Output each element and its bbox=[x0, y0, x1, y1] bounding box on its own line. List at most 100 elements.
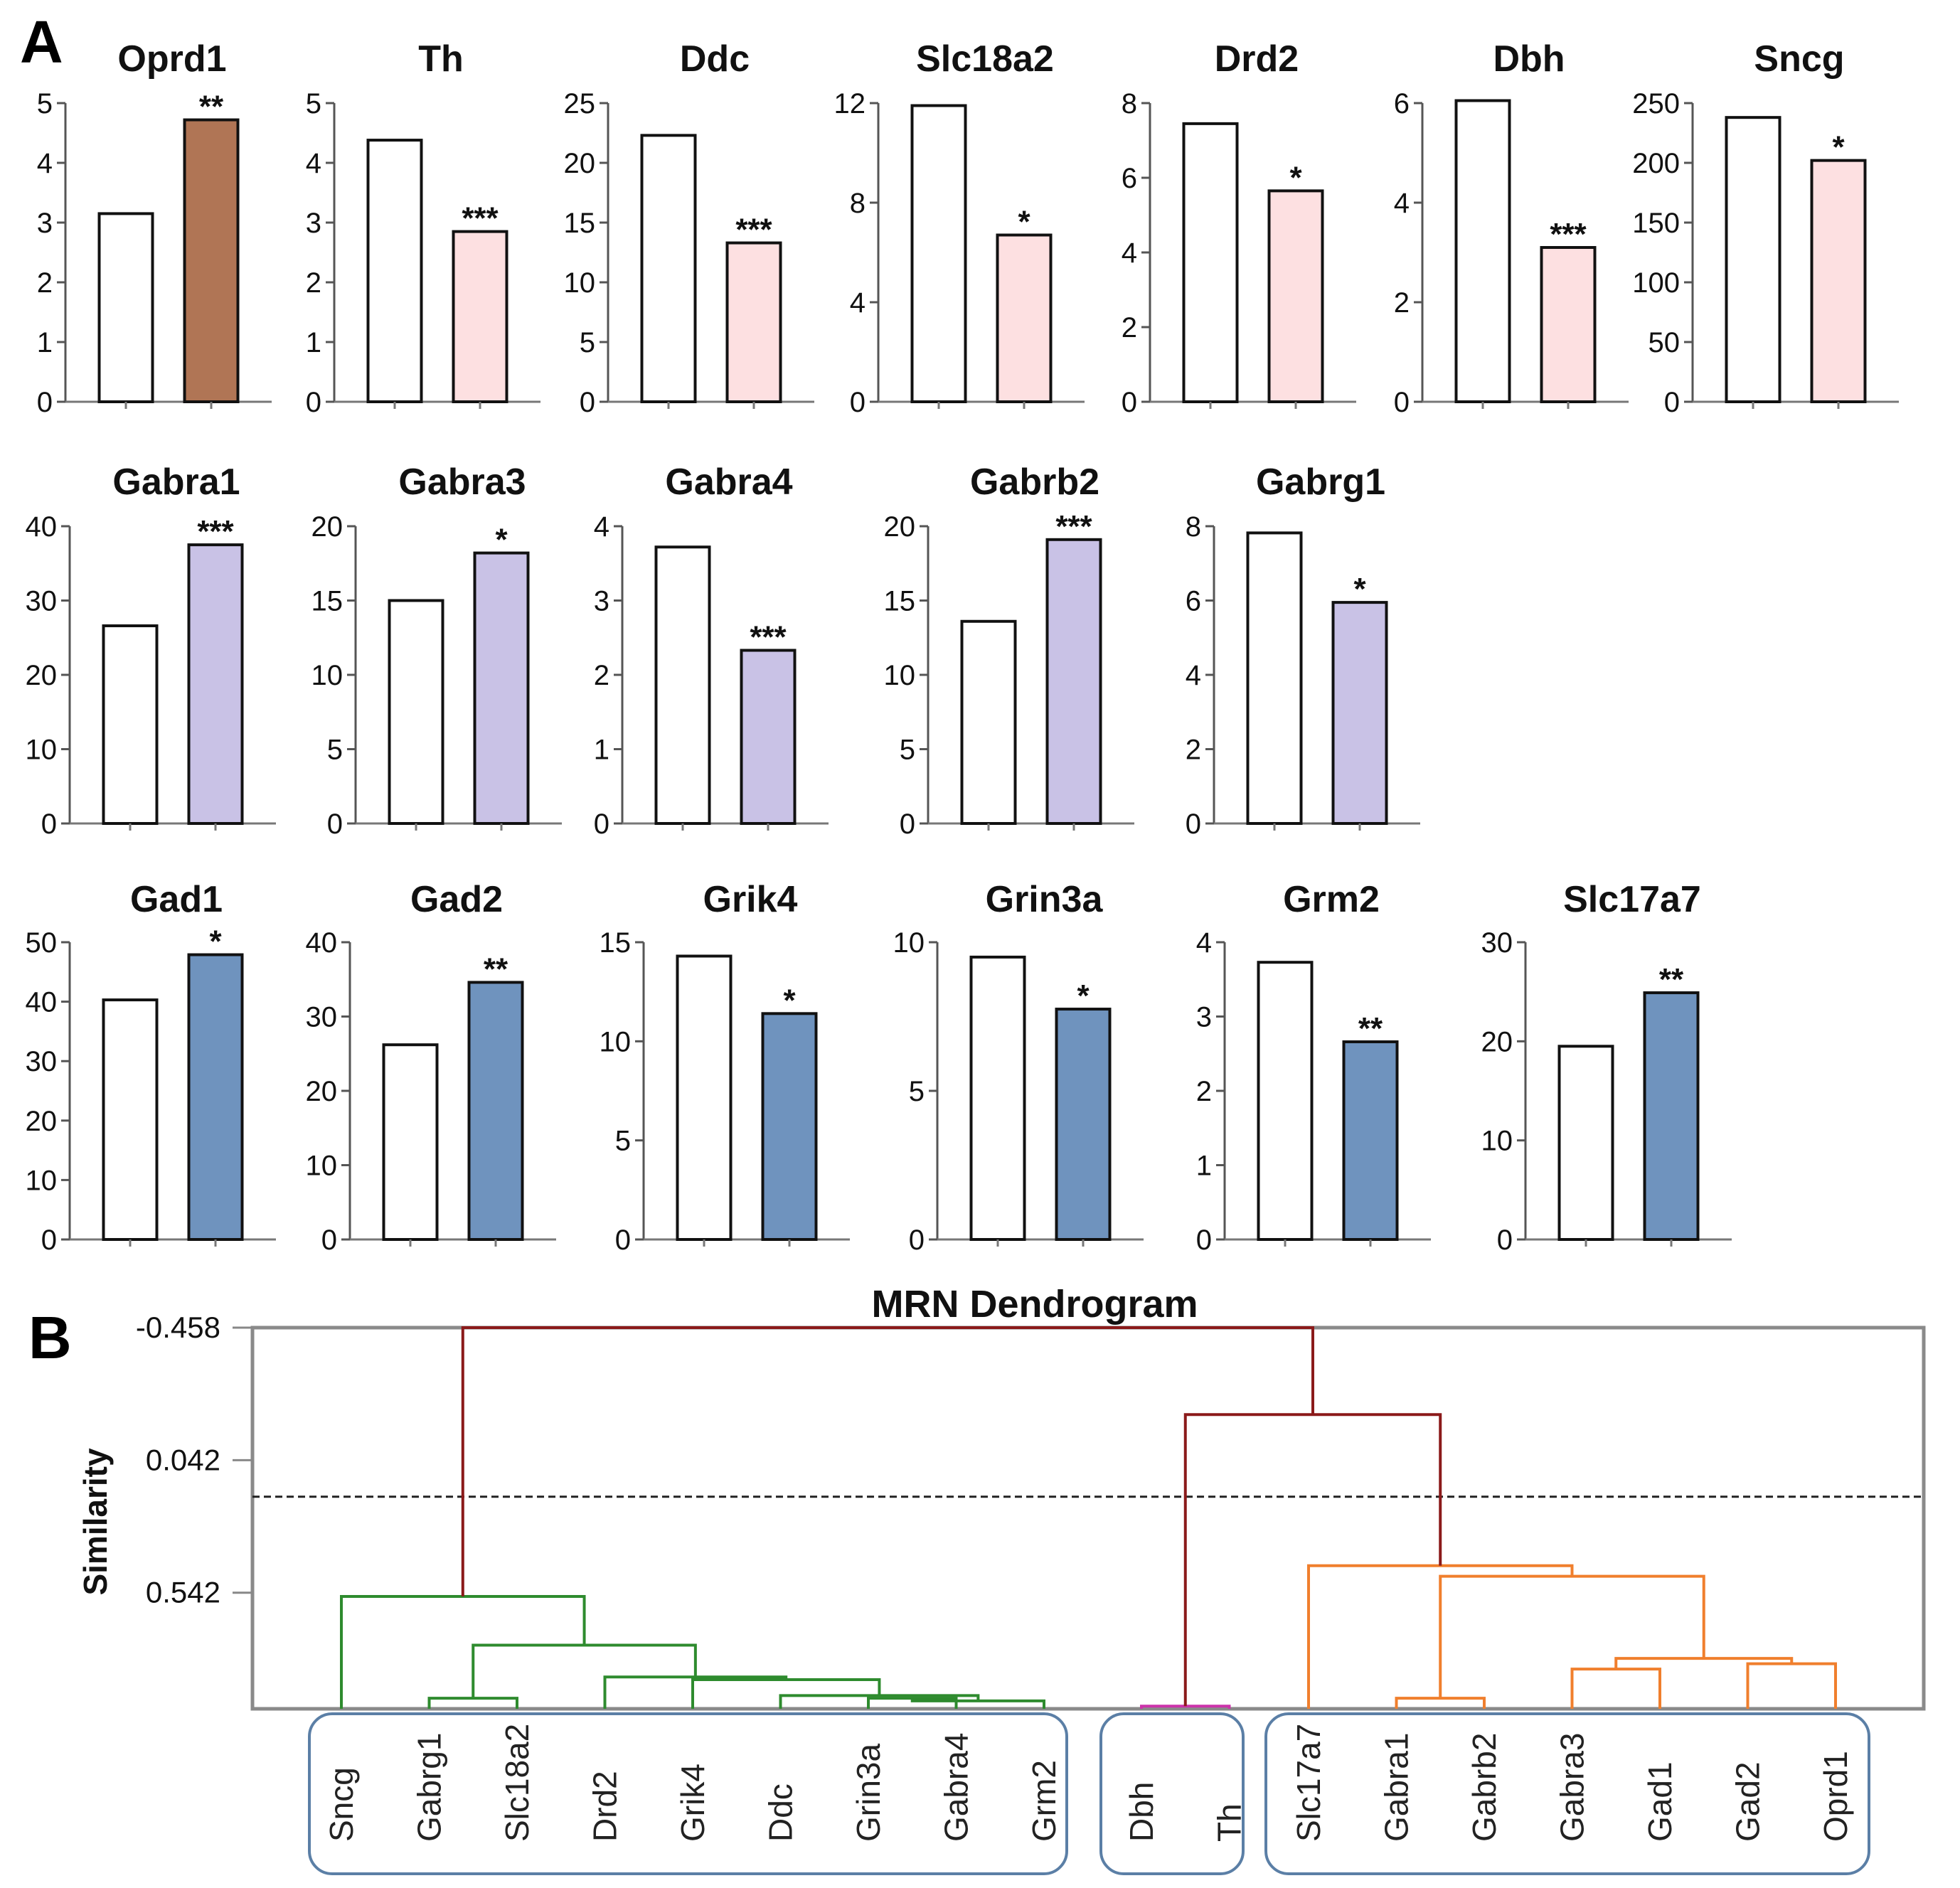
y-tick-label: 30 bbox=[26, 1046, 58, 1077]
leaf-label: Gabra1 bbox=[1378, 1733, 1415, 1842]
y-tick-label: 0 bbox=[1122, 387, 1137, 418]
y-tick-label: 0 bbox=[615, 1225, 631, 1256]
y-tick-label: 40 bbox=[306, 927, 338, 959]
bar-treated bbox=[996, 233, 1053, 403]
dendrogram-y-tick-label: 0.542 bbox=[146, 1576, 220, 1609]
y-tick-label: 4 bbox=[1394, 188, 1410, 219]
chart-title: Gad2 bbox=[410, 879, 503, 920]
y-tick-label: 6 bbox=[1394, 88, 1410, 119]
chart-title: Oprd1 bbox=[117, 38, 226, 80]
y-tick-label: 200 bbox=[1632, 148, 1680, 179]
y-tick-label: 5 bbox=[37, 88, 53, 119]
leaf-label: Drd2 bbox=[587, 1771, 624, 1842]
chart-title: Grin3a bbox=[986, 879, 1104, 920]
y-tick-label: 15 bbox=[564, 208, 596, 239]
bar-control bbox=[1246, 531, 1303, 826]
bar-control bbox=[1257, 961, 1314, 1241]
chart-title: Gabra1 bbox=[112, 462, 240, 503]
bar-treated bbox=[1331, 601, 1388, 825]
bar-chart-sncg: Sncg 0 50 100 150 200 250 * bbox=[1632, 38, 1899, 418]
y-tick-label: 20 bbox=[26, 1106, 58, 1137]
bar-control bbox=[969, 955, 1026, 1242]
y-tick-label: 4 bbox=[1186, 660, 1201, 691]
y-tick-label: 3 bbox=[1196, 1002, 1212, 1033]
bar-treated bbox=[452, 230, 508, 403]
significance-label: *** bbox=[735, 213, 772, 247]
bar-treated bbox=[1342, 1040, 1399, 1242]
bar-treated bbox=[725, 241, 782, 403]
y-tick-label: 4 bbox=[850, 287, 866, 319]
chart-title: Drd2 bbox=[1215, 38, 1299, 80]
significance-label: * bbox=[1353, 572, 1366, 607]
dendrogram-panel-b: MRN Dendrogram -0.458 0.042 0.542 Similarity… bbox=[77, 1283, 1926, 1875]
bar-chart-dbh: Dbh 0 2 4 6 *** bbox=[1394, 38, 1629, 418]
y-tick-label: 0 bbox=[1394, 387, 1410, 418]
y-tick-label: 0 bbox=[321, 1225, 337, 1256]
y-tick-label: 0 bbox=[306, 387, 321, 418]
chart-title: Gabrg1 bbox=[1256, 462, 1385, 503]
y-tick-label: 5 bbox=[580, 327, 595, 358]
y-tick-label: 20 bbox=[311, 511, 343, 543]
y-tick-label: 0 bbox=[900, 809, 915, 840]
leaf-label: Grm2 bbox=[1026, 1760, 1062, 1842]
leaf-label: Oprd1 bbox=[1817, 1751, 1854, 1842]
bar-treated bbox=[1267, 189, 1324, 403]
leaf-group-box-2 bbox=[1099, 1712, 1245, 1875]
bar-treated bbox=[467, 981, 524, 1242]
y-tick-label: 50 bbox=[26, 927, 58, 959]
panel-label-a: A bbox=[20, 9, 63, 75]
bar-treated bbox=[183, 118, 240, 404]
bar-chart-grm2: Grm2 0 1 2 3 4 ** bbox=[1196, 879, 1431, 1256]
significance-label: *** bbox=[1550, 217, 1587, 252]
bar-control bbox=[1725, 116, 1781, 403]
chart-title: Ddc bbox=[680, 38, 750, 80]
bar-control bbox=[102, 624, 159, 826]
y-tick-label: 6 bbox=[1186, 586, 1201, 617]
dendrogram-link bbox=[1614, 1657, 1794, 1670]
dendrogram-y-label: Similarity bbox=[77, 1448, 114, 1596]
bar-control bbox=[102, 998, 159, 1242]
bar-treated bbox=[187, 543, 244, 825]
leaf-label: Gad2 bbox=[1730, 1761, 1767, 1842]
y-tick-label: 0 bbox=[594, 809, 609, 840]
leaf-label: Grik4 bbox=[674, 1764, 711, 1842]
dendrogram-title: MRN Dendrogram bbox=[871, 1283, 1198, 1326]
y-tick-label: 3 bbox=[594, 586, 609, 617]
leaf-group-box-1 bbox=[308, 1712, 1068, 1875]
y-tick-label: 8 bbox=[1186, 511, 1201, 543]
significance-label: ** bbox=[484, 951, 508, 986]
leaf-label: Th bbox=[1211, 1803, 1248, 1842]
chart-title: Gabra4 bbox=[665, 462, 792, 503]
bar-chart-oprd1: Oprd1 0 1 2 3 4 5 ** bbox=[37, 38, 272, 418]
y-tick-label: 5 bbox=[306, 88, 321, 119]
leaf-label: Gabrb2 bbox=[1466, 1733, 1503, 1842]
y-tick-label: 3 bbox=[306, 208, 321, 239]
y-tick-label: 1 bbox=[306, 327, 321, 358]
dendrogram-link bbox=[1570, 1668, 1661, 1709]
bar-control bbox=[1557, 1045, 1614, 1242]
leaf-label: Gad1 bbox=[1641, 1761, 1678, 1842]
bar-control bbox=[1182, 122, 1239, 403]
y-tick-label: 10 bbox=[26, 735, 58, 766]
leaf-label: Gabrg1 bbox=[411, 1733, 448, 1842]
y-tick-label: 2 bbox=[594, 660, 609, 691]
significance-label: ** bbox=[199, 90, 224, 124]
bar-chart-grin3a: Grin3a 0 5 10 * bbox=[893, 879, 1144, 1256]
chart-title: Slc18a2 bbox=[916, 38, 1054, 80]
y-tick-label: 10 bbox=[564, 267, 596, 299]
y-tick-label: 2 bbox=[1196, 1076, 1212, 1107]
bar-treated bbox=[187, 953, 244, 1242]
bar-control bbox=[366, 139, 423, 404]
significance-label: * bbox=[1832, 130, 1845, 165]
panel-label-b: B bbox=[28, 1304, 72, 1371]
bar-treated bbox=[740, 649, 797, 826]
y-tick-label: 20 bbox=[306, 1076, 338, 1107]
leaf-label: Dbh bbox=[1123, 1782, 1160, 1842]
y-tick-label: 0 bbox=[1196, 1225, 1212, 1256]
leaf-group-box-3 bbox=[1264, 1712, 1870, 1875]
y-tick-label: 0 bbox=[1664, 387, 1680, 418]
dendrogram-link bbox=[461, 1326, 1314, 1596]
chart-title: Dbh bbox=[1493, 38, 1565, 80]
